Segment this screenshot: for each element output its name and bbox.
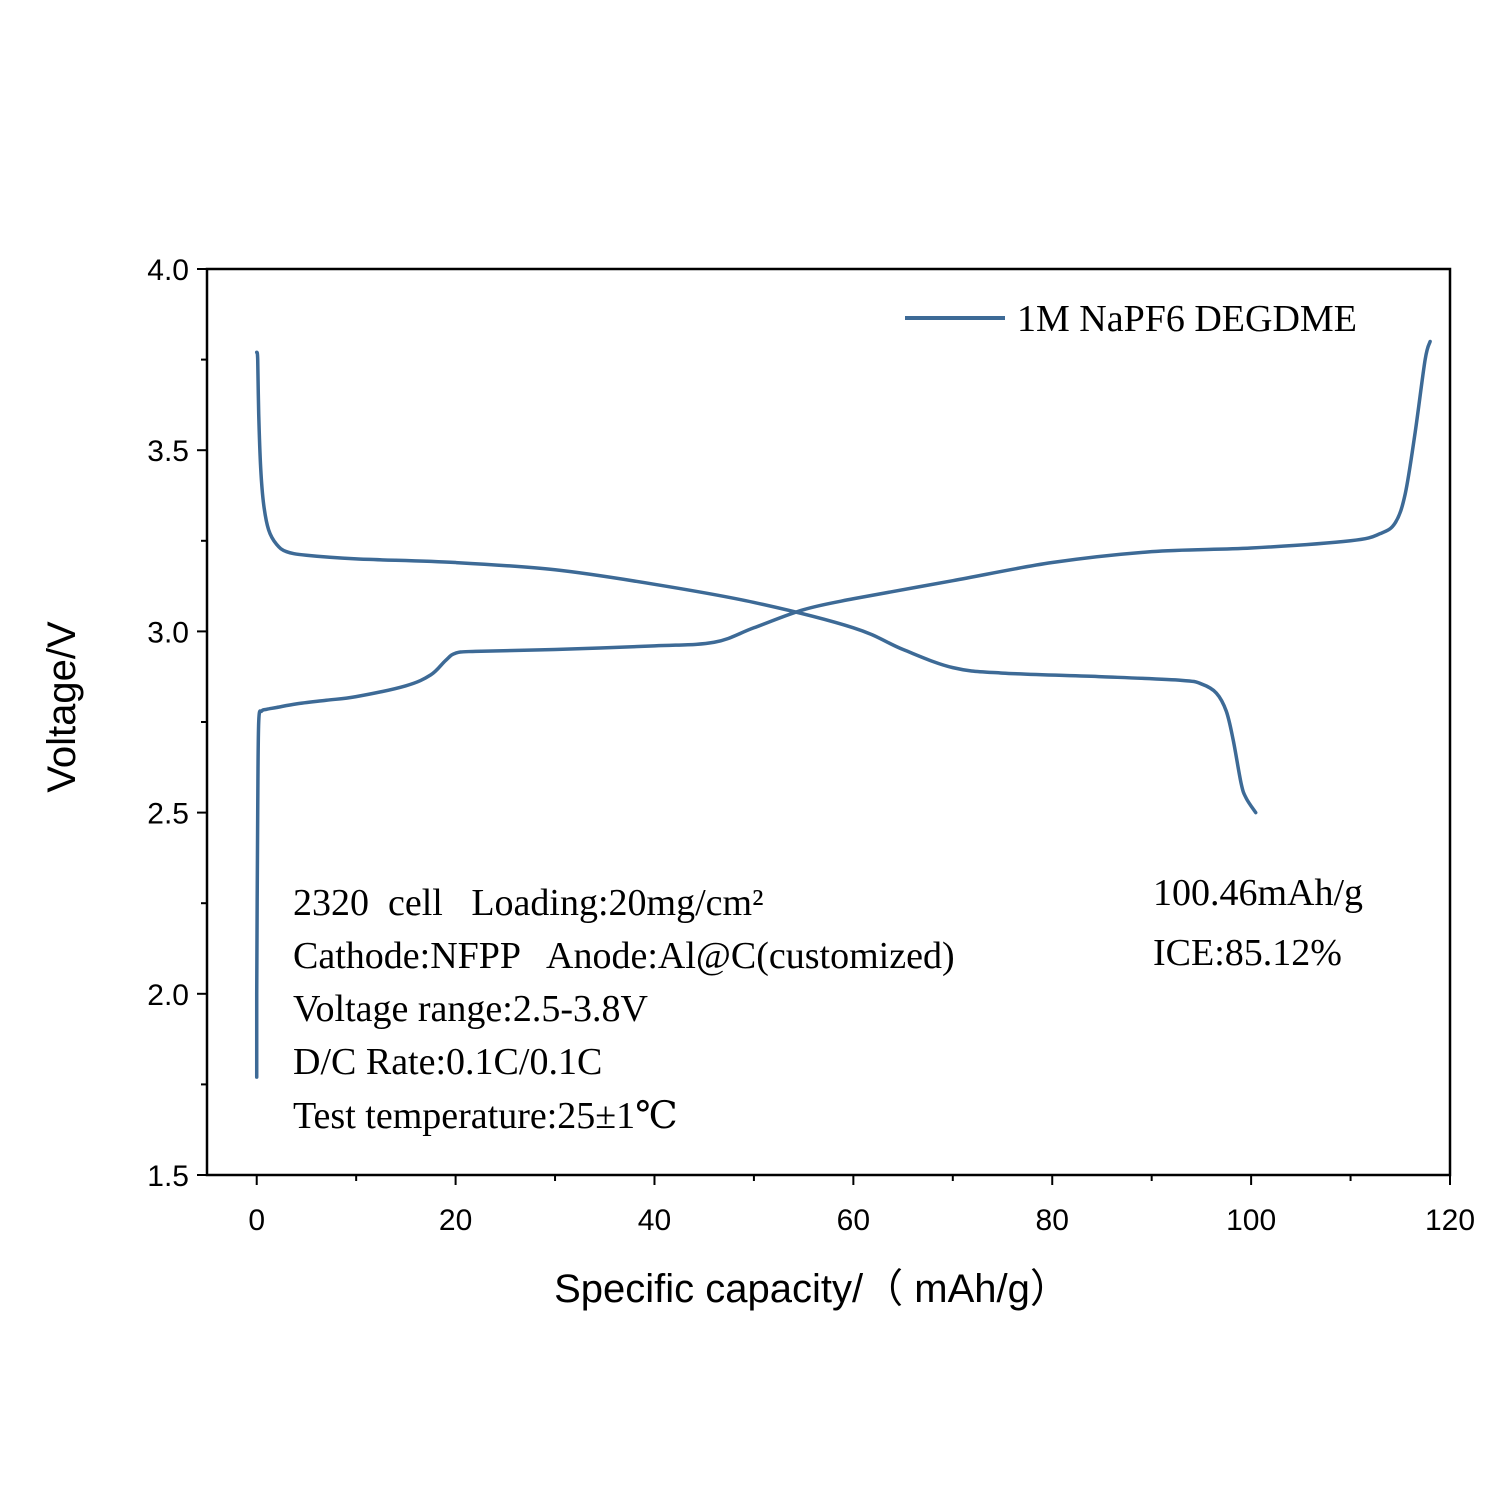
annotation-block-left: 2320 cell Loading:20mg/cm² Cathode:NFPP … — [293, 882, 955, 1137]
x-tick-label: 60 — [837, 1204, 870, 1237]
y-tick-label: 3.0 — [147, 616, 189, 649]
x-tick-label: 40 — [638, 1204, 671, 1237]
x-tick-label: 20 — [439, 1204, 472, 1237]
axis-ticks: 0 20 40 60 80 100 120 1.5 2.0 2.5 3.0 3.5 4.0 — [147, 254, 1475, 1237]
plot-frame — [205, 267, 1452, 1177]
annotation-capacity: 100.46mAh/g — [1153, 872, 1363, 914]
legend: 1M NaPF6 DEGDME — [905, 298, 1357, 340]
legend-label: 1M NaPF6 DEGDME — [1017, 298, 1357, 340]
y-tick-label: 2.0 — [147, 979, 189, 1012]
annotation-rate: D/C Rate:0.1C/0.1C — [293, 1041, 602, 1083]
annotation-electrodes: Cathode:NFPP Anode:Al@C(customized) — [293, 935, 955, 977]
x-tick-label: 0 — [248, 1204, 265, 1237]
annotation-voltage-range: Voltage range:2.5-3.8V — [293, 988, 648, 1030]
annotation-temperature: Test temperature:25±1℃ — [293, 1095, 678, 1137]
y-tick-label: 2.5 — [147, 798, 189, 831]
x-tick-label: 80 — [1036, 1204, 1069, 1237]
x-tick-label: 100 — [1226, 1204, 1276, 1237]
x-axis-title: Specific capacity/（ mAh/g） — [554, 1267, 1070, 1311]
annotation-cell-loading: 2320 cell Loading:20mg/cm² — [293, 882, 763, 924]
y-axis-title: Voltage/V — [40, 621, 84, 793]
y-tick-label: 1.5 — [147, 1160, 189, 1193]
x-tick-label: 120 — [1425, 1204, 1475, 1237]
y-tick-label: 3.5 — [147, 435, 189, 468]
annotation-ice: ICE:85.12% — [1153, 932, 1342, 974]
annotation-block-right: 100.46mAh/g ICE:85.12% — [1153, 872, 1363, 974]
series-layer — [254, 339, 1432, 1079]
discharge-curve — [254, 350, 1258, 815]
charge-curve — [254, 339, 1432, 1079]
y-tick-label: 4.0 — [147, 254, 189, 287]
